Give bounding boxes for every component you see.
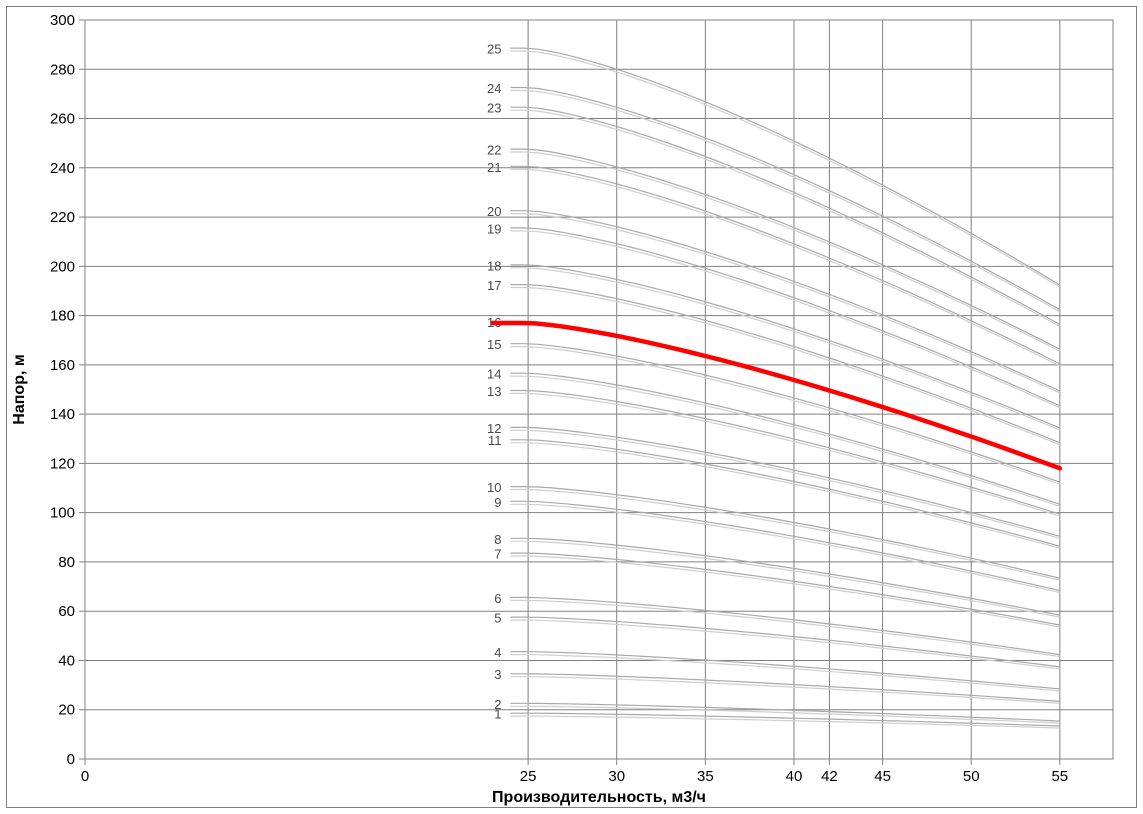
y-tick-label: 300	[50, 12, 75, 29]
pump-curve-chart: 1234567891011121314151617181920212223242…	[0, 0, 1143, 814]
x-tick-label: 50	[963, 768, 980, 785]
curve-label: 6	[494, 591, 501, 606]
y-tick-label: 60	[58, 603, 75, 620]
x-tick-label: 25	[520, 768, 537, 785]
x-axis-label: Производительность, м3/ч	[492, 789, 706, 806]
curve-label: 24	[487, 81, 501, 96]
curve-label: 18	[487, 258, 501, 273]
y-tick-label: 160	[50, 357, 75, 374]
curve-label: 3	[494, 667, 501, 682]
curve-label: 13	[487, 384, 501, 399]
curve-label: 17	[487, 278, 501, 293]
y-tick-label: 20	[58, 702, 75, 719]
y-tick-label: 200	[50, 258, 75, 275]
y-tick-label: 240	[50, 160, 75, 177]
y-axis-label: Напор, м	[11, 354, 28, 424]
x-tick-label: 55	[1051, 768, 1068, 785]
y-tick-label: 220	[50, 209, 75, 226]
curve-label: 8	[494, 532, 501, 547]
curve-label: 10	[487, 480, 501, 495]
x-tick-label: 45	[874, 768, 891, 785]
curve-label: 21	[487, 160, 501, 175]
curve-label: 25	[487, 42, 501, 57]
curve-label: 23	[487, 101, 501, 116]
y-tick-label: 180	[50, 308, 75, 325]
curve-label: 14	[487, 367, 501, 382]
curve-label: 2	[494, 697, 501, 712]
y-tick-label: 100	[50, 505, 75, 522]
x-tick-label: 42	[821, 768, 838, 785]
y-tick-label: 280	[50, 61, 75, 78]
chart-svg: 1234567891011121314151617181920212223242…	[0, 0, 1143, 814]
y-tick-label: 80	[58, 554, 75, 571]
curve-label: 20	[487, 204, 501, 219]
curve-label: 4	[494, 645, 501, 660]
y-tick-label: 120	[50, 455, 75, 472]
y-tick-label: 40	[58, 652, 75, 669]
curve-label: 7	[494, 547, 501, 562]
curve-label: 22	[487, 143, 501, 158]
x-tick-label: 35	[697, 768, 714, 785]
curve-label: 5	[494, 611, 501, 626]
y-tick-label: 260	[50, 111, 75, 128]
curve-label: 9	[494, 495, 501, 510]
x-tick-label: 0	[81, 768, 89, 785]
y-tick-label: 140	[50, 406, 75, 423]
y-tick-label: 0	[67, 751, 75, 768]
curve-label: 12	[487, 421, 501, 436]
x-tick-label: 30	[608, 768, 625, 785]
curve-label: 15	[487, 337, 501, 352]
curve-label: 19	[487, 221, 501, 236]
x-tick-label: 40	[786, 768, 803, 785]
